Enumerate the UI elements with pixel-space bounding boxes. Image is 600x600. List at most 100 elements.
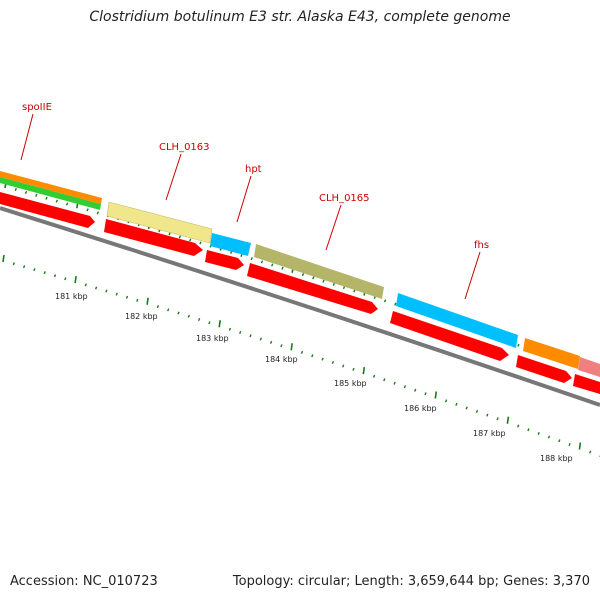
minor-tick bbox=[372, 374, 376, 378]
minor-tick bbox=[527, 428, 530, 432]
minor-tick bbox=[259, 337, 262, 341]
minor-tick bbox=[332, 282, 335, 286]
minor-tick bbox=[45, 196, 48, 200]
scale-label: 184 kbp bbox=[265, 355, 298, 364]
scale-label: 187 kbp bbox=[473, 429, 506, 438]
minor-tick bbox=[311, 354, 314, 358]
minor-tick bbox=[383, 299, 387, 303]
minor-tick bbox=[568, 443, 571, 447]
minor-tick bbox=[281, 266, 284, 270]
minor-tick bbox=[312, 276, 315, 280]
pointer-CLH_0163 bbox=[165, 153, 182, 201]
gene-label-spoIIE[interactable]: spoIIE bbox=[22, 102, 52, 113]
cds-arrow[interactable] bbox=[390, 311, 509, 361]
minor-tick bbox=[84, 283, 87, 287]
minor-tick bbox=[353, 289, 356, 293]
minor-tick bbox=[250, 257, 253, 261]
minor-tick bbox=[197, 317, 201, 321]
gene-label-CLH_0165[interactable]: CLH_0165 bbox=[319, 193, 370, 204]
minor-tick bbox=[352, 367, 355, 371]
scale-labels: 181 kbp 182 kbp 183 kbp 184 kbp 185 kbp … bbox=[55, 292, 573, 463]
minor-tick bbox=[486, 413, 489, 417]
minor-tick bbox=[33, 268, 36, 272]
minor-tick bbox=[22, 265, 26, 269]
minor-tick bbox=[43, 271, 46, 275]
minor-tick bbox=[178, 235, 182, 239]
minor-tick bbox=[35, 193, 38, 197]
major-tick bbox=[506, 416, 510, 424]
cds-arrow[interactable] bbox=[573, 374, 600, 394]
topology-text: Topology: circular; Length: 3,659,644 bp… bbox=[232, 574, 590, 589]
minor-tick bbox=[199, 241, 202, 245]
minor-tick bbox=[260, 260, 264, 264]
major-tick bbox=[578, 442, 582, 450]
minor-tick bbox=[280, 344, 283, 348]
minor-tick bbox=[269, 340, 273, 344]
minor-tick bbox=[300, 350, 304, 354]
pointer-fhs bbox=[464, 251, 481, 300]
gene-label-CLH_0163[interactable]: CLH_0163 bbox=[159, 142, 210, 153]
minor-tick bbox=[55, 199, 58, 203]
pointer-hpt bbox=[236, 175, 252, 223]
genome-backbone bbox=[0, 206, 600, 407]
minor-tick bbox=[136, 298, 139, 302]
minor-tick bbox=[53, 274, 57, 278]
cds-arrow[interactable] bbox=[104, 219, 203, 256]
scale-label: 186 kbp bbox=[404, 404, 437, 413]
minor-tick bbox=[168, 232, 171, 236]
cds-arrow[interactable] bbox=[516, 355, 572, 383]
cds-track bbox=[0, 192, 600, 394]
minor-tick bbox=[249, 334, 252, 338]
feature-orange-right[interactable] bbox=[523, 338, 580, 369]
minor-tick bbox=[94, 286, 98, 290]
feature-CLH_0165[interactable] bbox=[254, 244, 384, 299]
minor-tick bbox=[240, 254, 243, 258]
scale-label: 182 kbp bbox=[125, 312, 158, 321]
feature-fhs[interactable] bbox=[396, 293, 518, 348]
scale-label: 188 kbp bbox=[540, 454, 573, 463]
cds-arrow[interactable] bbox=[247, 263, 378, 314]
minor-tick bbox=[239, 330, 242, 334]
minor-tick bbox=[342, 286, 346, 290]
minor-tick bbox=[558, 439, 561, 443]
feature-green-left[interactable] bbox=[0, 177, 101, 210]
minor-tick bbox=[14, 188, 17, 192]
gene-labels: spoIIE CLH_0163 hpt CLH_0165 fhs bbox=[22, 102, 489, 251]
minor-tick bbox=[414, 388, 417, 392]
minor-tick bbox=[424, 392, 427, 396]
pointer-spoIIE bbox=[20, 113, 34, 161]
minor-tick bbox=[187, 314, 190, 318]
scale-label: 185 kbp bbox=[334, 379, 367, 388]
major-tick bbox=[74, 275, 77, 284]
minor-tick bbox=[12, 262, 15, 266]
accession-text: Accession: NC_010723 bbox=[10, 574, 158, 589]
minor-tick bbox=[394, 302, 397, 306]
minor-tick bbox=[301, 273, 305, 277]
minor-tick bbox=[393, 381, 396, 385]
minor-tick bbox=[496, 417, 499, 421]
label-pointers bbox=[20, 113, 481, 300]
cds-arrow[interactable] bbox=[0, 192, 95, 228]
cds-arrow[interactable] bbox=[205, 250, 244, 270]
major-tick bbox=[434, 391, 438, 399]
minor-tick bbox=[589, 450, 592, 454]
gene-label-hpt[interactable]: hpt bbox=[245, 164, 262, 175]
major-tick bbox=[218, 320, 221, 328]
minor-tick bbox=[444, 399, 448, 403]
feature-pink-right[interactable] bbox=[578, 357, 600, 377]
minor-tick bbox=[517, 343, 520, 347]
gene-label-fhs[interactable]: fhs bbox=[474, 240, 489, 251]
major-tick bbox=[290, 343, 293, 351]
feature-orange-left[interactable] bbox=[0, 171, 102, 204]
feature-CLH_0163[interactable] bbox=[106, 201, 213, 244]
minor-tick bbox=[96, 211, 99, 215]
minor-tick bbox=[403, 385, 407, 389]
feature-hpt[interactable] bbox=[210, 233, 251, 256]
minor-tick bbox=[383, 378, 386, 382]
major-tick bbox=[2, 254, 5, 263]
feature-track bbox=[0, 171, 600, 377]
map-title: Clostridium botulinum E3 str. Alaska E43… bbox=[89, 9, 511, 25]
minor-tick bbox=[271, 263, 274, 267]
minor-tick bbox=[228, 327, 232, 331]
